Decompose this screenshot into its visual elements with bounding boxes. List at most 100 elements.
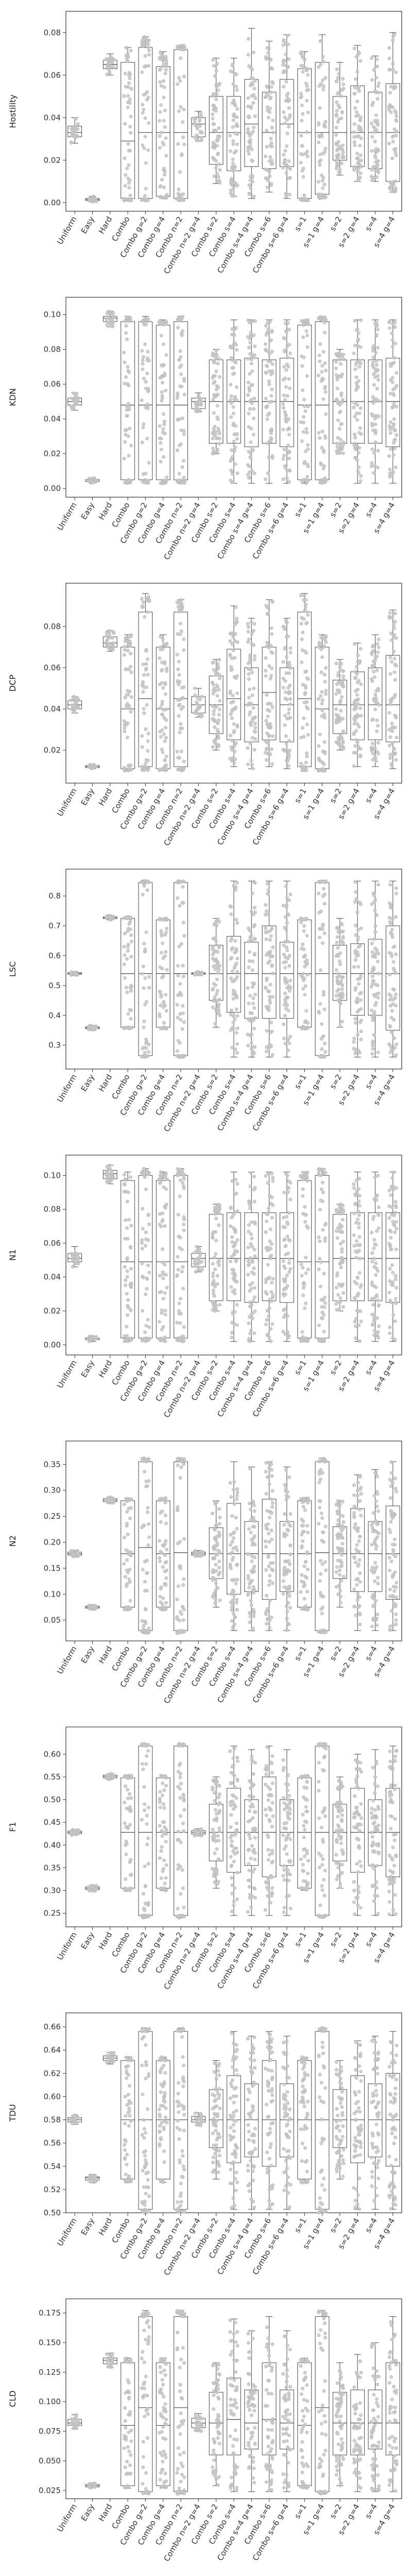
data-point xyxy=(162,96,165,99)
data-point xyxy=(305,427,308,430)
data-point xyxy=(390,722,393,725)
data-point xyxy=(374,360,377,363)
data-point xyxy=(319,760,322,763)
data-point xyxy=(251,1053,254,1056)
data-point xyxy=(211,681,214,684)
data-point xyxy=(176,1321,179,1324)
data-point xyxy=(144,380,147,383)
data-point xyxy=(236,724,239,727)
data-point xyxy=(391,381,394,384)
data-point xyxy=(252,1299,255,1302)
data-point xyxy=(252,195,255,198)
data-point xyxy=(375,333,378,336)
data-point xyxy=(158,146,161,149)
data-point xyxy=(288,193,291,196)
data-point xyxy=(143,147,146,150)
data-point xyxy=(253,345,256,348)
data-point xyxy=(247,476,250,479)
box-combo-s-4-g-4 xyxy=(245,618,259,770)
data-point xyxy=(374,351,377,354)
box-s-2 xyxy=(333,62,347,175)
data-point xyxy=(249,1242,252,1245)
data-point xyxy=(141,1339,144,1342)
data-point xyxy=(266,418,269,421)
data-point xyxy=(147,1213,150,1216)
data-point xyxy=(126,1237,129,1240)
data-point xyxy=(106,634,109,637)
y-tick-label: 0.02 xyxy=(44,449,61,459)
data-point xyxy=(322,713,325,716)
data-point xyxy=(375,642,379,646)
data-point xyxy=(286,98,289,101)
data-point xyxy=(390,1031,393,1034)
data-point xyxy=(305,479,308,482)
data-point xyxy=(145,648,148,651)
data-point xyxy=(194,136,197,139)
data-point xyxy=(216,989,219,992)
data-point xyxy=(215,62,218,65)
data-point xyxy=(233,1292,236,1295)
data-point xyxy=(142,1276,145,1279)
data-point xyxy=(229,345,232,348)
data-point xyxy=(161,700,164,703)
data-point xyxy=(107,1181,110,1184)
data-point xyxy=(389,632,392,635)
data-point xyxy=(165,917,168,920)
y-tick-label: 0.7 xyxy=(48,921,61,930)
data-point xyxy=(393,663,397,666)
data-point xyxy=(214,166,217,170)
data-point xyxy=(270,85,273,88)
box-combo-s-6 xyxy=(262,881,276,1057)
box-combo-s-6 xyxy=(262,41,276,192)
data-point xyxy=(356,1033,359,1036)
data-point xyxy=(181,1027,184,1030)
box-combo-s-2 xyxy=(209,58,223,184)
data-point xyxy=(324,480,327,483)
data-point xyxy=(251,969,254,972)
data-point xyxy=(249,994,252,997)
data-point xyxy=(161,381,164,384)
data-point xyxy=(320,1047,323,1050)
data-point xyxy=(143,1003,146,1006)
data-point xyxy=(180,630,183,633)
data-point xyxy=(129,1338,132,1341)
data-point xyxy=(76,123,79,126)
data-point xyxy=(284,940,287,943)
data-point xyxy=(235,1303,238,1306)
box-hard xyxy=(103,914,117,921)
data-point xyxy=(147,1050,150,1054)
data-point xyxy=(283,448,286,451)
data-point xyxy=(159,730,162,733)
data-point xyxy=(218,699,221,702)
data-point xyxy=(165,476,168,479)
data-point xyxy=(371,644,374,647)
data-point xyxy=(124,721,127,724)
data-point xyxy=(230,668,233,671)
data-point xyxy=(125,405,128,408)
data-point xyxy=(337,140,340,143)
data-point xyxy=(250,1287,253,1290)
data-point xyxy=(197,707,200,710)
data-point xyxy=(287,717,290,720)
data-point xyxy=(217,175,220,178)
data-point xyxy=(320,671,323,674)
data-point xyxy=(372,383,375,386)
data-point xyxy=(392,960,395,963)
data-point xyxy=(305,752,308,755)
data-point xyxy=(147,1239,150,1242)
data-point xyxy=(323,716,326,719)
data-point xyxy=(322,887,325,890)
iqr-box xyxy=(298,69,312,198)
data-point xyxy=(299,92,302,95)
data-point xyxy=(212,951,215,954)
data-point xyxy=(232,1268,235,1272)
data-point xyxy=(142,987,145,990)
data-point xyxy=(353,642,356,646)
data-point xyxy=(336,419,339,422)
data-point xyxy=(285,928,288,931)
data-point xyxy=(374,416,377,419)
data-point xyxy=(324,369,327,372)
data-point xyxy=(335,113,338,116)
data-point xyxy=(161,1277,164,1280)
data-point xyxy=(321,768,324,771)
